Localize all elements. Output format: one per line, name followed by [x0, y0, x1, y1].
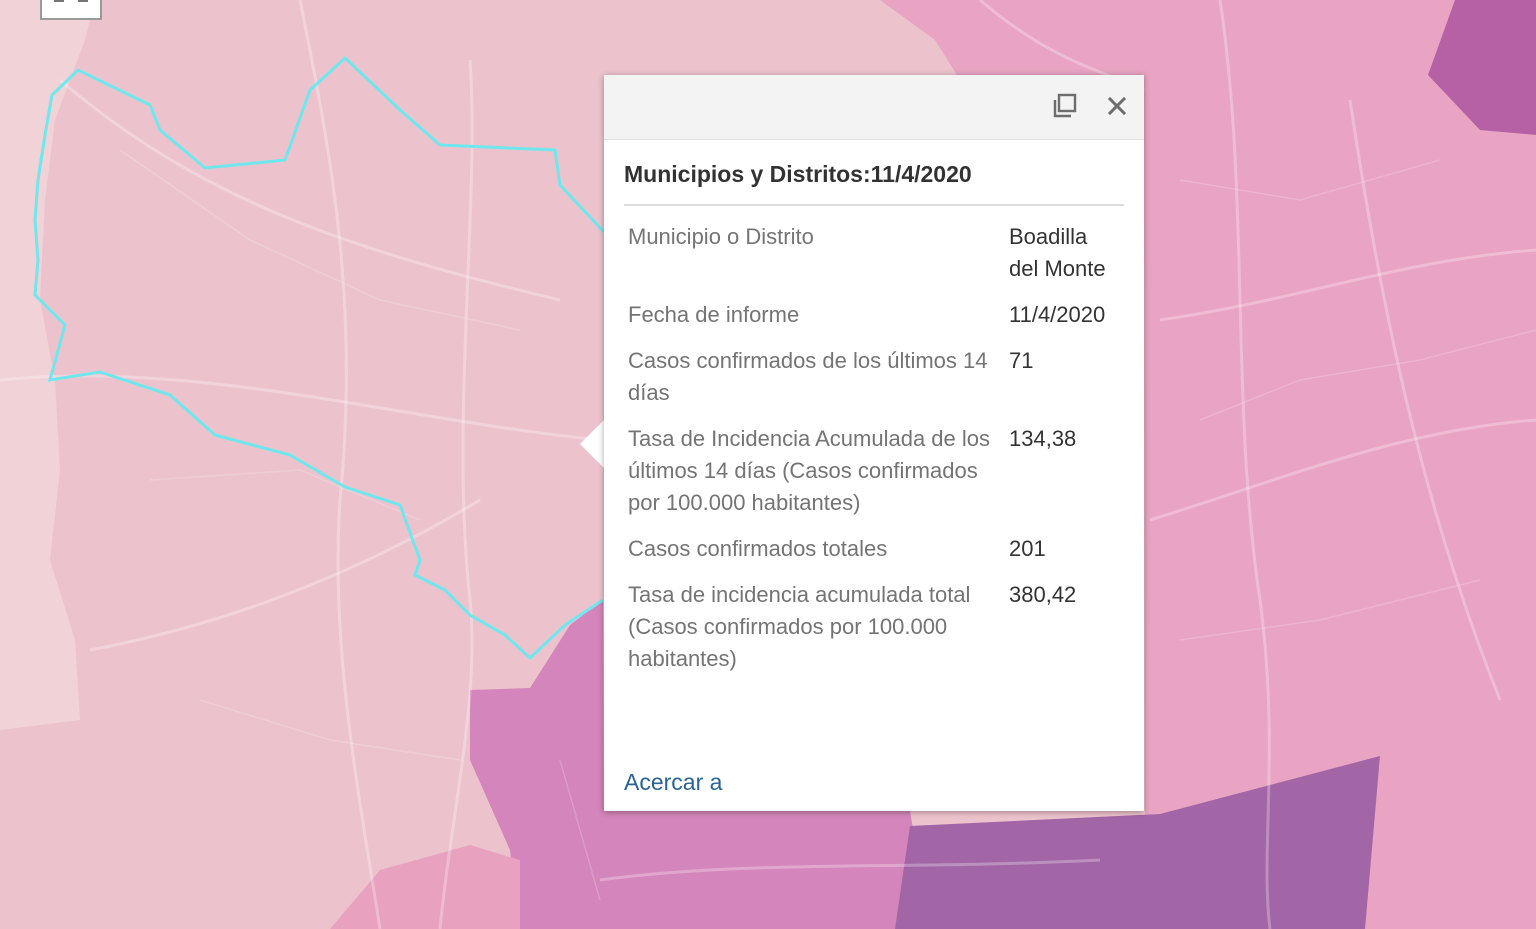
control-glyph-right [78, 0, 88, 2]
attribute-value: 201 [1009, 536, 1046, 561]
popup-pointer [580, 420, 604, 468]
zoom-to-link[interactable]: Acercar a [624, 769, 723, 795]
attribute-label: Municipio o Distrito [628, 224, 814, 249]
attribute-value: 11/4/2020 [1009, 302, 1106, 327]
info-popup: Municipios y Distritos:11/4/2020 Municip… [604, 75, 1144, 811]
table-row: Fecha de informe 11/4/2020 [624, 297, 1124, 343]
region-south-strong[interactable] [470, 600, 930, 929]
control-glyph-left [54, 0, 64, 2]
attribute-label: Fecha de informe [628, 302, 800, 327]
attribute-label: Casos confirmados de los últimos 14 días [628, 348, 988, 405]
minor-streets [119, 149, 1536, 901]
attribute-label: Casos confirmados totales [628, 536, 888, 561]
table-row: Casos confirmados de los últimos 14 días… [624, 343, 1124, 421]
maximize-icon[interactable] [1050, 91, 1080, 121]
attribute-value: 134,38 [1009, 426, 1077, 451]
attribute-value: Boadilla del Monte [1009, 224, 1106, 281]
attribute-value: 380,42 [1009, 582, 1077, 607]
close-icon[interactable] [1102, 91, 1132, 121]
attribute-table: Municipio o Distrito Boadilla del Monte … [624, 219, 1124, 687]
attribute-label: Tasa de Incidencia Acumulada de los últi… [628, 426, 991, 515]
region-southwest[interactable] [330, 845, 520, 929]
region-west-edge[interactable] [0, 0, 95, 730]
selected-boundary[interactable] [33, 55, 606, 661]
popup-header [604, 75, 1144, 140]
table-row: Tasa de Incidencia Acumulada de los últi… [624, 421, 1124, 531]
map-control-button[interactable] [40, 0, 102, 20]
region-northeast-dark[interactable] [1428, 0, 1536, 135]
attribute-value: 71 [1009, 348, 1034, 373]
region-east[interactable] [880, 0, 1536, 929]
table-row: Tasa de incidencia acumulada total (Caso… [624, 577, 1124, 687]
attribute-label: Tasa de incidencia acumulada total (Caso… [628, 582, 971, 671]
region-southeast-dark[interactable] [895, 756, 1380, 929]
table-row: Casos confirmados totales 201 [624, 531, 1124, 577]
table-row: Municipio o Distrito Boadilla del Monte [624, 219, 1124, 297]
popup-title: Municipios y Distritos:11/4/2020 [624, 161, 1124, 206]
